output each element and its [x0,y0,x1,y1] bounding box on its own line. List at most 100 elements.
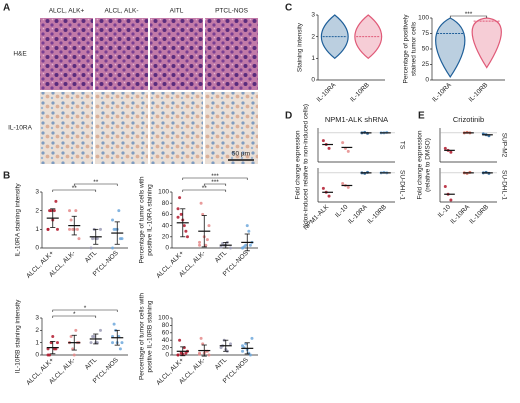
x-tick-label: IL-10RB [468,82,490,104]
data-point [71,347,75,351]
data-point [52,209,56,213]
x-tick-label: IL-10RB [349,82,371,104]
data-point [341,141,345,145]
y-tick-label: 75 [422,30,430,37]
significance-bracket [52,309,118,312]
y-tick-label: 0 [165,352,169,359]
data-point [219,245,223,249]
micrograph [150,18,203,90]
y-tick-label: 20 [162,344,170,351]
y-tick-label: 20 [162,234,170,241]
data-point [198,243,202,247]
data-point [46,227,50,231]
data-point [241,246,245,250]
data-point [176,353,180,357]
data-point [68,209,72,213]
data-point [184,351,188,355]
y-tick-label: 25 [422,61,430,68]
data-point [69,218,73,222]
y-tick-label: 0 [35,245,39,252]
data-point [182,224,186,228]
y-tick-label: 0 [425,77,429,84]
y-axis-label: (relative to DMSO) [425,138,432,192]
x-tick-label: AITL [214,249,229,264]
y-axis-label: Percentage of tumor cells with [139,176,146,263]
data-point [74,328,78,332]
panel-label: B [3,171,10,182]
data-point [199,336,203,340]
panel-label: A [3,3,10,14]
data-point [207,353,211,357]
y-axis-label: Percentage of positively [403,14,410,84]
column-header: ALCL, ALK+ [49,8,85,15]
data-point [111,218,115,222]
data-point [55,227,59,231]
y-tick-label: 2 [311,33,315,40]
micrograph [205,92,258,164]
data-point [89,341,93,345]
data-point [199,201,203,205]
row-label: H&E [13,51,27,58]
data-point [179,212,183,216]
data-point [68,227,72,231]
cell-line-label: SU-DHL-1 [398,170,405,200]
y-tick-label: 100 [158,315,169,322]
significance-label: *** [211,173,219,180]
y-axis-label: Fold change expression [417,130,424,199]
data-point [89,246,93,250]
data-point [91,237,95,241]
y-axis-label: positive IL-10RA staining [147,184,154,256]
significance-bracket [449,15,488,18]
data-point [207,224,211,228]
scale-bar-label: 50 µm [232,151,250,158]
chart-title: Crizotinib [453,115,484,124]
significance-bracket [52,315,97,318]
panel-label: E [418,111,425,122]
data-point [327,194,331,198]
data-point [118,347,122,351]
data-point [51,335,55,338]
data-point [247,229,251,233]
data-point [98,328,102,332]
y-tick-label: 100 [418,15,429,22]
data-point [54,199,58,203]
data-point [449,198,453,202]
significance-label: *** [465,11,473,18]
y-axis-label: Percentage of tumor cells with [139,293,146,380]
data-point [185,235,189,239]
micrograph [95,18,148,90]
data-point [204,243,208,247]
panel-label: C [285,3,292,14]
significance-label: * [84,305,87,312]
data-point [48,353,52,357]
cell-line-label: SU-DHL-1 [500,170,507,200]
x-tick-label: IL-10 [334,203,350,219]
chart-title: NPM1-ALK shRNA [325,115,388,124]
y-tick-label: 1 [311,55,315,62]
data-point [205,238,209,242]
y-tick-label: 3 [35,189,39,196]
y-axis-label: positive IL-10RB staining [147,300,154,372]
data-point [241,344,245,348]
data-point [55,341,59,345]
significance-bracket [182,177,248,180]
data-point [241,349,245,353]
y-tick-label: 40 [162,222,170,229]
x-tick-label: IL-10RA [449,203,471,225]
data-point [111,341,115,345]
data-point [178,196,182,200]
micrograph [95,92,148,164]
data-point [184,229,188,233]
significance-label: ** [72,185,78,192]
data-point [327,146,331,150]
y-axis-label: (dox-induced relative to non-induced cel… [303,104,310,226]
data-point [49,341,53,345]
data-point [321,139,325,143]
y-tick-label: 2 [35,207,39,214]
data-point [176,207,180,211]
y-tick-label: 100 [158,189,169,196]
y-tick-label: 80 [162,322,170,329]
violin [471,17,502,69]
y-axis-label: IL-10RB staining intensity [15,299,22,373]
y-tick-label: 3 [311,12,315,19]
